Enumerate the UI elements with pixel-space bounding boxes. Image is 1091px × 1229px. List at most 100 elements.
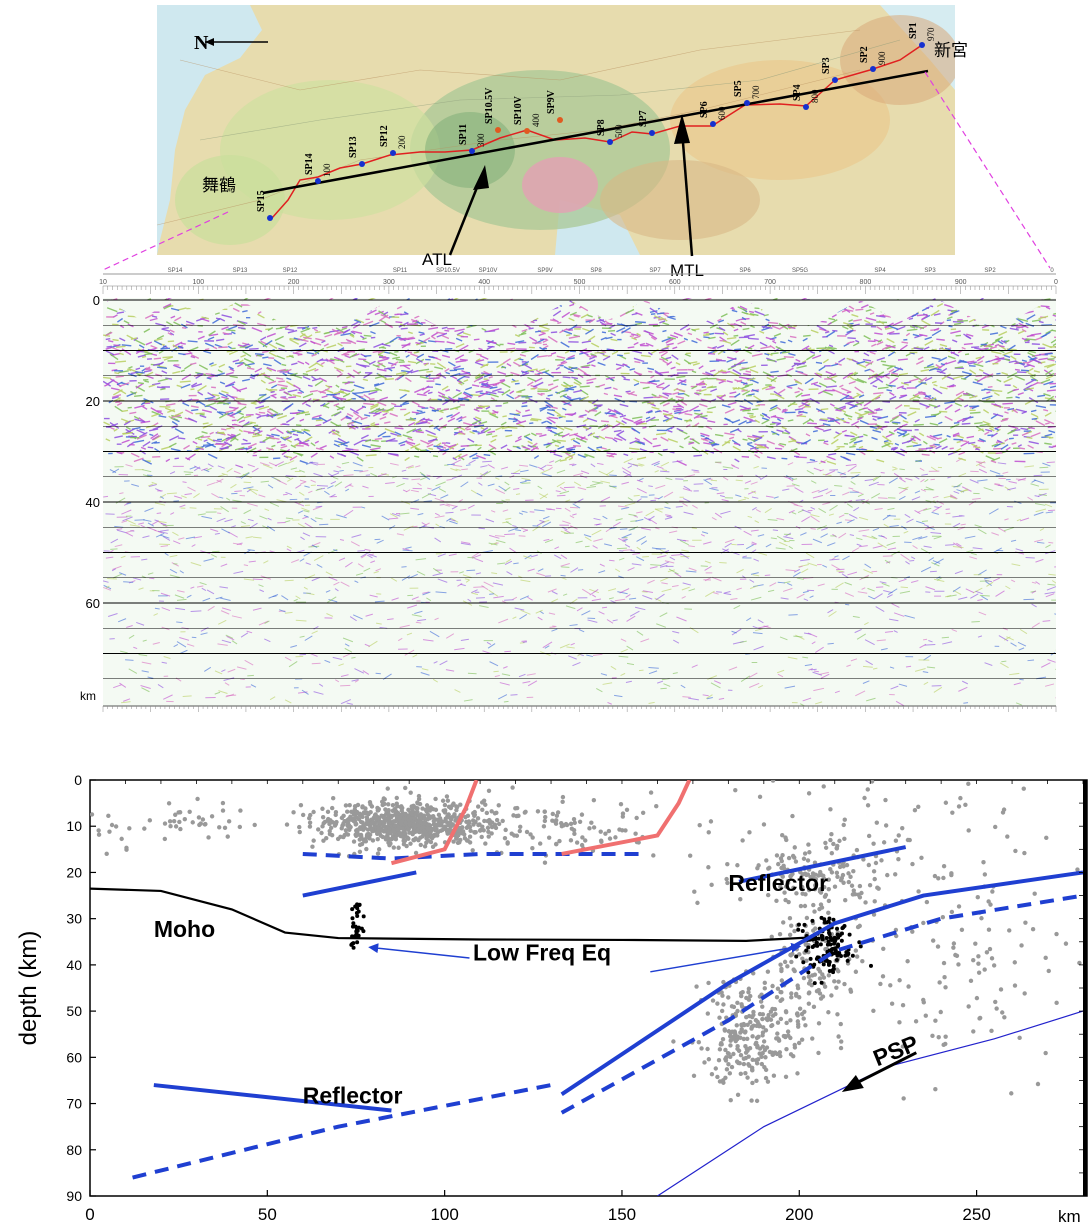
- earthquake-point: [759, 1054, 764, 1059]
- earthquake-point: [834, 967, 840, 972]
- earthquake-point: [846, 879, 851, 885]
- shotpoint-label: SP11: [458, 124, 469, 145]
- earthquake-point: [386, 820, 392, 826]
- earthquake-point: [888, 983, 893, 988]
- earthquake-point: [900, 1044, 906, 1049]
- earthquake-point: [826, 910, 831, 916]
- earthquake-point: [863, 900, 868, 905]
- earthquake-point: [735, 1034, 740, 1039]
- lfe-arrow-left: [368, 943, 470, 959]
- earthquake-point: [746, 1054, 751, 1059]
- earthquake-point: [392, 823, 398, 828]
- earthquake-point: [524, 829, 530, 835]
- earthquake-point: [936, 876, 941, 881]
- earthquake-point: [425, 816, 431, 821]
- earthquake-point: [816, 987, 821, 993]
- earthquake-point: [624, 807, 630, 812]
- earthquake-point: [896, 833, 901, 838]
- earthquake-point: [829, 993, 834, 998]
- earthquake-point: [237, 824, 243, 830]
- shotpoint-label: SP10.5V: [484, 87, 495, 124]
- earthquake-point: [778, 1053, 783, 1059]
- earthquake-point: [808, 978, 813, 983]
- earthquake-point: [709, 1072, 715, 1077]
- earthquake-point: [786, 855, 792, 861]
- earthquake-point: [878, 981, 883, 987]
- shotpoint-dot: [557, 117, 563, 123]
- earthquake-point: [976, 970, 982, 975]
- earthquake-point: [900, 825, 905, 831]
- earthquake-point: [298, 802, 304, 808]
- earthquake-point: [837, 950, 842, 955]
- earthquake-point: [893, 838, 899, 843]
- shotpoint-label: SP2: [859, 46, 870, 63]
- earthquake-point: [1001, 807, 1007, 812]
- earthquake-point: [113, 824, 119, 829]
- earthquake-point: [727, 1071, 733, 1076]
- earthquake-point: [782, 959, 788, 965]
- earthquake-point: [127, 826, 132, 831]
- earthquake-point: [320, 814, 326, 820]
- earthquake-point: [589, 820, 594, 825]
- earthquake-point: [355, 940, 360, 945]
- earthquake-point: [774, 853, 780, 858]
- earthquake-point: [206, 835, 211, 840]
- section-distance-tick: 900: [955, 279, 967, 286]
- interpreted-line: [561, 780, 692, 856]
- earthquake-point: [357, 842, 363, 848]
- section-depth-axis: 0 20 40 60: [86, 293, 100, 611]
- section-depth-unit: km: [80, 689, 96, 703]
- earthquake-point: [806, 974, 812, 979]
- earthquake-point: [769, 934, 774, 939]
- earthquake-point: [618, 801, 624, 807]
- earthquake-point: [406, 827, 411, 832]
- earthquake-point: [941, 1042, 946, 1048]
- interpreted-line: [738, 845, 907, 884]
- mtl-arrow-shaft: [680, 129, 694, 257]
- earthquake-point: [1021, 786, 1026, 791]
- earthquake-point: [738, 1052, 744, 1058]
- earthquake-point: [850, 892, 856, 897]
- earthquake-point: [554, 818, 559, 823]
- earthquake-point: [409, 804, 414, 809]
- earthquake-point: [447, 821, 453, 827]
- earthquake-point: [779, 879, 785, 884]
- earthquake-point: [395, 827, 400, 832]
- earthquake-point: [831, 966, 836, 971]
- earthquake-point: [800, 929, 805, 934]
- earthquake-point: [791, 967, 796, 972]
- earthquake-point: [734, 1059, 740, 1064]
- earthquake-point: [339, 815, 345, 821]
- earthquake-point: [883, 797, 888, 803]
- earthquake-point: [829, 831, 834, 837]
- zoom-guide-right: [924, 71, 1051, 269]
- earthquake-point: [762, 986, 767, 991]
- earthquake-point: [772, 1007, 778, 1012]
- map-city-area: [522, 157, 598, 213]
- earthquake-point: [415, 809, 420, 815]
- earthquake-point: [1046, 968, 1051, 974]
- y-tick-label: 80: [66, 1142, 82, 1158]
- earthquake-point: [826, 939, 831, 944]
- earthquake-point: [542, 818, 548, 824]
- earthquake-point: [167, 819, 173, 824]
- earthquake-point: [808, 874, 813, 880]
- earthquake-point: [754, 1023, 759, 1029]
- earthquake-point: [808, 956, 813, 961]
- earthquake-point: [569, 826, 575, 831]
- earthquake-point: [454, 804, 460, 810]
- moho-line: [90, 887, 818, 942]
- earthquake-point: [444, 794, 450, 799]
- earthquake-point: [168, 823, 173, 829]
- earthquake-point: [805, 872, 811, 877]
- earthquake-point: [810, 1036, 815, 1041]
- y-tick-label: 30: [66, 911, 82, 927]
- earthquake-point: [587, 826, 592, 831]
- earthquake-point: [1009, 1091, 1014, 1096]
- earthquake-point: [351, 812, 357, 817]
- earthquake-point: [467, 834, 473, 839]
- earthquake-point: [358, 832, 364, 838]
- earthquake-point: [355, 914, 360, 919]
- earthquake-point: [832, 884, 838, 889]
- earthquake-point: [849, 883, 855, 888]
